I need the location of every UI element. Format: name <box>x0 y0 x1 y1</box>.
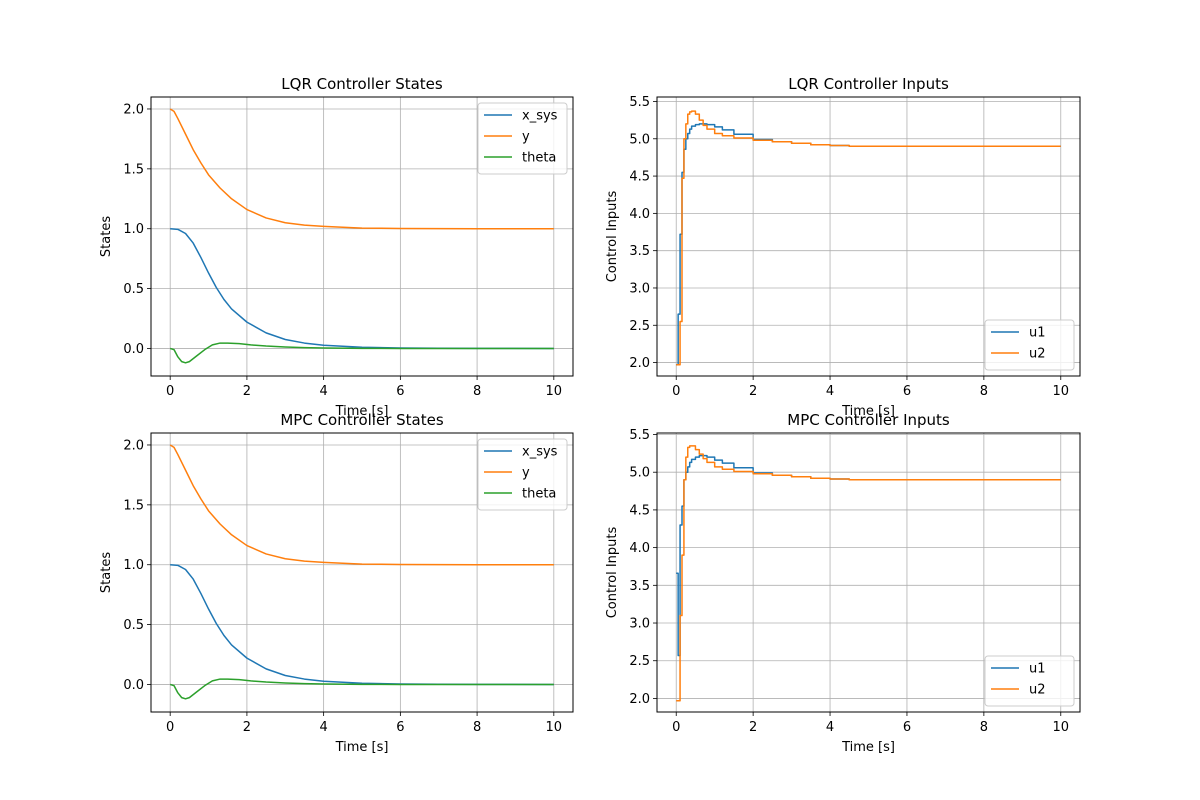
x-tick-label: 10 <box>546 384 563 399</box>
panel-mpc-inputs: 0 2 4 6 8 10 2.0 2.5 3.0 3.5 4.0 4.5 5.0 5.5 MPC Cont… <box>605 411 1081 755</box>
series-line-u2 <box>676 110 1061 366</box>
y-tick-label: 1.5 <box>123 498 144 513</box>
axes-frame <box>656 96 1081 377</box>
x-tick-label: 8 <box>473 384 481 399</box>
chart-title: MPC Controller States <box>280 411 443 429</box>
chart-title: LQR Controller Inputs <box>788 75 949 93</box>
y-axis-label: Control Inputs <box>605 526 620 618</box>
series-line-theta <box>169 342 554 364</box>
y-tick-label: 4.5 <box>629 503 650 518</box>
y-tick-label: 2.5 <box>629 654 650 669</box>
legend-label: theta <box>522 487 556 502</box>
y-tick-label: 0.5 <box>123 282 144 297</box>
y-tick-label: 0.5 <box>123 618 144 633</box>
series-line-y <box>169 108 554 230</box>
y-tick-label: 3.0 <box>629 617 650 632</box>
x-tick-label: 2 <box>749 720 757 735</box>
axes-frame <box>656 432 1081 713</box>
chart-title: MPC Controller Inputs <box>787 411 950 429</box>
x-tick-label: 6 <box>903 720 911 735</box>
axes-frame <box>150 96 574 377</box>
y-tick-label: 5.5 <box>629 95 650 110</box>
x-tick-label: 6 <box>903 384 911 399</box>
panel-lqr-states: 0 2 4 6 8 10 0.0 0.5 1.0 1.5 2.0 LQR Controller St… <box>99 75 574 419</box>
y-tick-label: 2.5 <box>629 319 650 334</box>
x-tick-label: 0 <box>672 720 680 735</box>
x-tick-label: 8 <box>980 720 988 735</box>
x-tick-label: 8 <box>980 384 988 399</box>
x-axis-label: Time [s] <box>335 740 389 755</box>
legend-label: u1 <box>1029 662 1046 677</box>
y-tick-label: 2.0 <box>629 356 650 371</box>
series-line-y <box>169 444 554 566</box>
x-tick-label: 4 <box>319 384 327 399</box>
x-tick-label: 0 <box>672 384 680 399</box>
x-tick-label: 6 <box>396 720 404 735</box>
series-line-theta <box>169 678 554 700</box>
y-tick-label: 4.5 <box>629 170 650 185</box>
y-tick-label: 4.0 <box>629 207 650 222</box>
y-tick-label: 5.0 <box>629 132 650 147</box>
y-tick-label: 5.0 <box>629 466 650 481</box>
series-line-u2 <box>676 445 1061 702</box>
legend-label: y <box>522 130 530 145</box>
legend-label: x_sys <box>522 109 558 124</box>
legend-label: u1 <box>1029 326 1046 341</box>
y-tick-label: 3.5 <box>629 244 650 259</box>
legend-label: u2 <box>1029 347 1046 362</box>
panel-lqr-inputs: 0 2 4 6 8 10 2.0 2.5 3.0 3.5 4.0 4.5 5.0 5.5 LQR Cont… <box>605 75 1081 419</box>
axes-frame <box>150 432 574 713</box>
y-tick-label: 3.0 <box>629 281 650 296</box>
x-axis-label: Time [s] <box>841 740 895 755</box>
x-tick-label: 2 <box>243 720 251 735</box>
y-tick-label: 1.5 <box>123 162 144 177</box>
y-tick-label: 0.0 <box>123 342 144 357</box>
x-tick-label: 4 <box>826 384 834 399</box>
legend-label: x_sys <box>522 445 558 460</box>
y-tick-label: 3.5 <box>629 579 650 594</box>
y-tick-label: 1.0 <box>123 558 144 573</box>
x-axis-label: Time [s] <box>335 404 389 419</box>
legend-label: u2 <box>1029 683 1046 698</box>
panel-mpc-states: 0 2 4 6 8 10 0.0 0.5 1.0 1.5 2.0 MPC Controller St… <box>99 411 574 755</box>
y-tick-label: 4.0 <box>629 541 650 556</box>
y-tick-label: 5.5 <box>629 428 650 443</box>
x-tick-label: 2 <box>749 384 757 399</box>
y-axis-label: States <box>99 216 114 257</box>
x-tick-label: 4 <box>319 720 327 735</box>
y-tick-label: 1.0 <box>123 222 144 237</box>
legend-label: y <box>522 466 530 481</box>
y-axis-label: States <box>99 552 114 593</box>
x-tick-label: 10 <box>1052 720 1069 735</box>
x-tick-label: 4 <box>826 720 834 735</box>
x-tick-label: 10 <box>546 720 563 735</box>
x-tick-label: 6 <box>396 384 404 399</box>
x-tick-label: 10 <box>1052 384 1069 399</box>
legend-label: theta <box>522 151 556 166</box>
x-tick-label: 8 <box>473 720 481 735</box>
y-tick-label: 0.0 <box>123 678 144 693</box>
y-tick-label: 2.0 <box>123 102 144 117</box>
y-tick-label: 2.0 <box>629 692 650 707</box>
x-tick-label: 0 <box>166 720 174 735</box>
x-tick-label: 0 <box>166 384 174 399</box>
x-tick-label: 2 <box>243 384 251 399</box>
y-axis-label: Control Inputs <box>605 190 620 282</box>
y-tick-label: 2.0 <box>123 438 144 453</box>
x-axis-label: Time [s] <box>841 404 895 419</box>
chart-title: LQR Controller States <box>281 75 443 93</box>
